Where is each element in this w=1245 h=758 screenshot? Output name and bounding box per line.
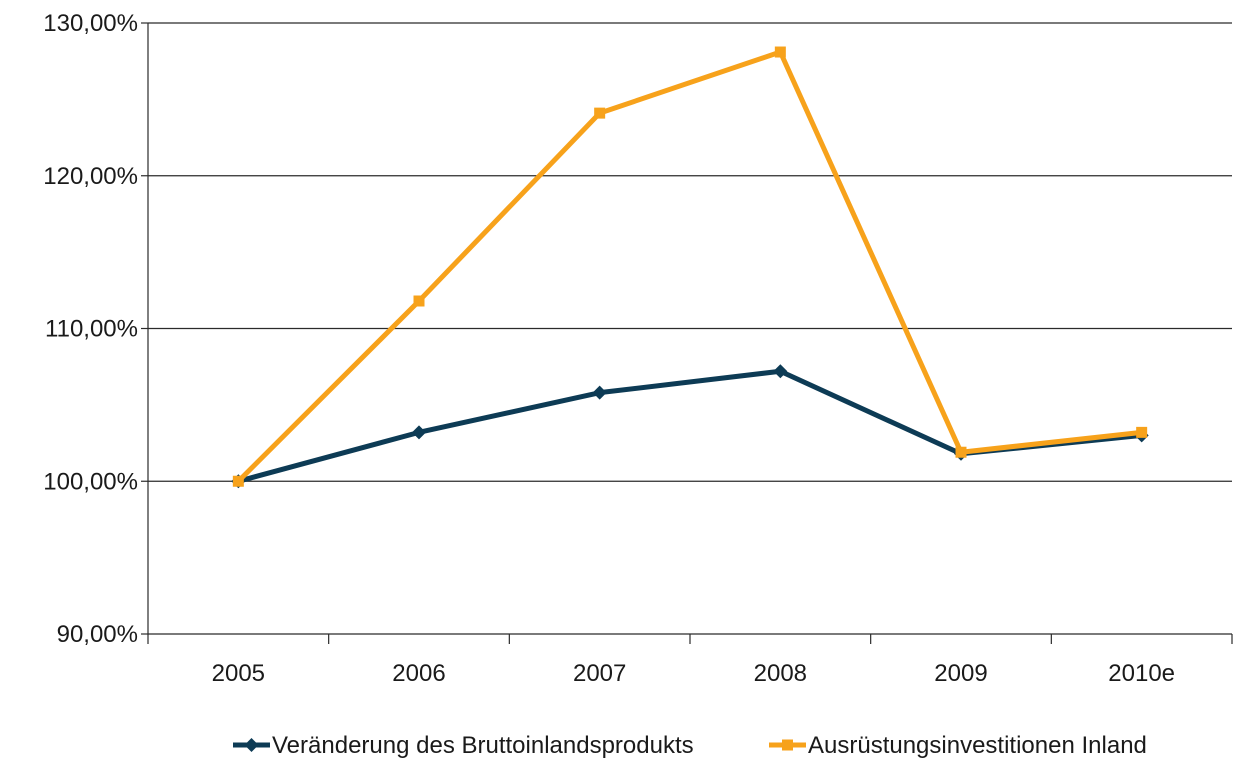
x-axis-tick-labels: 2005 2006 2007 2008 2009 2010e (212, 660, 1175, 687)
legend-item-0: Veränderung des Bruttoinlandsprodukts (233, 732, 694, 758)
data-point (232, 475, 244, 487)
legend: Veränderung des Bruttoinlandsprodukts Aus… (233, 732, 1147, 758)
series-1 (232, 46, 1148, 487)
legend-swatch-marker (244, 738, 259, 752)
y-tick-label: 110,00% (45, 316, 138, 343)
legend-swatch-marker (782, 739, 793, 751)
x-tick-label: 2005 (212, 660, 265, 687)
legend-label: Ausrüstungsinvestitionen Inland (808, 732, 1147, 758)
x-tick-label: 2007 (573, 660, 626, 687)
series-0 (231, 364, 1149, 489)
data-point (413, 295, 425, 307)
series-line (235, 368, 1145, 484)
y-tick-label: 100,00% (43, 468, 138, 495)
series-line (235, 49, 1145, 484)
series-lines (231, 46, 1149, 489)
x-tick-label: 2009 (934, 660, 987, 687)
data-point (955, 446, 967, 458)
data-point (1136, 426, 1148, 438)
data-point (773, 364, 788, 379)
legend-item-1: Ausrüstungsinvestitionen Inland (769, 732, 1147, 758)
data-point (592, 385, 607, 400)
y-tick-label: 130,00% (43, 10, 138, 37)
axes (141, 22, 1233, 644)
data-point (412, 425, 426, 440)
x-tick-label: 2010e (1108, 660, 1175, 687)
data-point (594, 107, 606, 119)
x-tick-label: 2006 (392, 660, 445, 687)
legend-label: Veränderung des Bruttoinlandsprodukts (272, 732, 694, 758)
data-point (774, 46, 786, 58)
y-tick-label: 90,00% (57, 621, 138, 648)
x-tick-label: 2008 (754, 660, 807, 687)
gridlines (148, 22, 1232, 482)
y-axis-tick-labels: 90,00% 100,00% 110,00% 120,00% 130,00% (43, 10, 138, 648)
y-tick-label: 120,00% (43, 163, 138, 190)
